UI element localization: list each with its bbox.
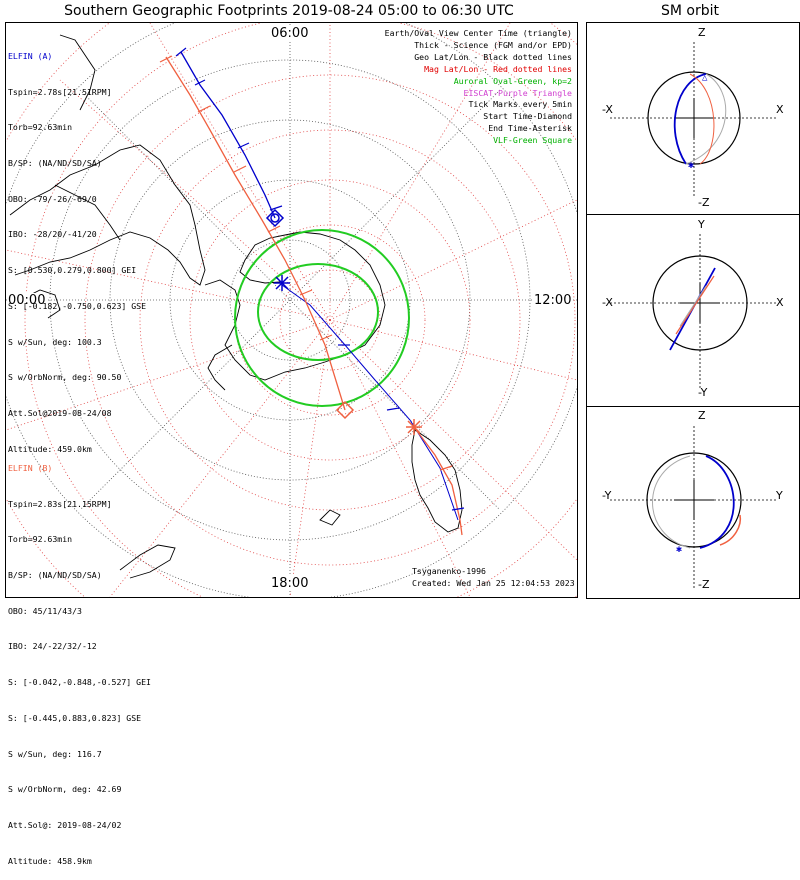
legend-entry: EISCAT-Purple Triangle <box>463 87 572 98</box>
elfin-b-info: ELFIN (B) Tspin=2.83s[21.15RPM] Torb=92.… <box>8 439 151 880</box>
elfin-a-line: IBO: -28/20/-41/20 <box>8 229 97 240</box>
axis-label-bottom: -Y <box>698 386 708 399</box>
elfin-b-header: ELFIN (B) <box>8 462 53 473</box>
elfin-a-line: OBO: -79/-26/-69/0 <box>8 193 97 204</box>
elfin-b-end-asterisk <box>406 419 422 435</box>
elfin-b-track <box>165 56 463 536</box>
elfin-b-start-diamond <box>335 400 355 420</box>
legend-entry: End Time-Asterisk <box>488 123 572 134</box>
elfin-a-track <box>180 51 459 521</box>
elfin-a-line: S w/OrbNorm, deg: 90.50 <box>8 372 122 383</box>
svg-text:✱: ✱ <box>676 544 682 555</box>
orbit-title: SM orbit <box>660 3 719 19</box>
geo-grid <box>6 23 577 597</box>
legend-entry: Auroral Oval-Green, kp=2 <box>453 75 572 86</box>
elfin-a-line: B/SP: (NA/ND/SD/SA) <box>8 157 102 168</box>
clock-label-top: 06:00 <box>270 26 310 41</box>
legend-entry: Mag Lat/Lon - Red dotted lines <box>424 63 572 74</box>
orbit-plot-xy <box>610 234 778 390</box>
legend-entry: Geo Lat/Lon - Black dotted lines <box>414 51 572 62</box>
elfin-a-start-diamond <box>265 208 285 228</box>
elfin-a-line: S: [0.530,0.279,0.800] GEI <box>8 265 137 276</box>
axis-label-top: Z <box>698 26 706 39</box>
axis-label-bottom: -Z <box>698 196 710 209</box>
map-title: Southern Geographic Footprints 2019-08-2… <box>64 3 514 19</box>
elfin-b-line: Att.Sol@: 2019-08-24/02 <box>8 820 122 830</box>
auroral-oval <box>234 229 410 407</box>
elfin-b-line: S: [-0.445,0.883,0.823] GSE <box>8 712 142 723</box>
elfin-b-ticks <box>159 55 453 471</box>
axis-label-right: Y <box>776 489 783 502</box>
clock-label-bottom: 18:00 <box>270 576 310 591</box>
elfin-b-line: S w/OrbNorm, deg: 42.69 <box>8 784 122 795</box>
axis-label-left: -X <box>602 296 613 309</box>
elfin-a-info: ELFIN (A) Tspin=2.78s[21.51RPM] Torb=92.… <box>8 27 146 468</box>
elfin-b-line: OBO: 45/11/43/3 <box>8 605 82 616</box>
legend: Earth/Oval View Center Time (triangle) Th… <box>385 28 572 147</box>
elfin-b-line: S w/Sun, deg: 116.7 <box>8 748 102 759</box>
clock-label-left: 00:00 <box>7 293 47 308</box>
legend-entry: Tick Marks every 5min <box>468 99 572 110</box>
clock-label-right: 12:00 <box>533 293 573 308</box>
axis-label-left: -Y <box>602 489 612 502</box>
axis-label-top: Y <box>698 218 705 231</box>
model-credit: Tsyganenko-1996 <box>412 566 486 576</box>
axis-label-left: -X <box>602 103 613 116</box>
elfin-b-line: Tspin=2.83s[21.15RPM] <box>8 498 112 509</box>
elfin-a-line: Tspin=2.78s[21.51RPM] <box>8 86 112 97</box>
orbit-plot-yz: ✱ <box>610 426 778 590</box>
axis-label-right: X <box>776 103 784 116</box>
legend-entry: Start Time-Diamond <box>483 111 572 122</box>
legend-entry: VLF-Green Square <box>493 135 572 146</box>
coastlines <box>9 34 463 579</box>
axis-label-bottom: -Z <box>698 578 710 591</box>
elfin-a-line: Att.Sol@2019-08-24/08 <box>8 408 112 418</box>
elfin-a-line: S: [-0.182,-0.750,0.623] GSE <box>8 300 147 311</box>
elfin-a-line: S w/Sun, deg: 100.3 <box>8 336 102 347</box>
legend-entry: Earth/Oval View Center Time (triangle) <box>384 28 572 38</box>
elfin-a-line: Altitude: 459.0km <box>8 443 92 454</box>
elfin-b-line: Torb=92.63min <box>8 534 73 545</box>
elfin-a-ticks <box>175 47 465 511</box>
elfin-b-line: B/SP: (NA/ND/SD/SA) <box>8 569 102 580</box>
elfin-b-line: Altitude: 458.9km <box>8 855 92 866</box>
axis-label-top: Z <box>698 409 706 422</box>
legend-entry: Thick - Science (FGM and/or EPD) <box>414 39 572 50</box>
elfin-a-header: ELFIN (A) <box>8 50 53 61</box>
created-timestamp: Created: Wed Jan 25 12:04:53 2023 <box>412 578 575 588</box>
axis-label-right: X <box>776 296 784 309</box>
orbit-plot-xz: ✱ △ <box>610 42 778 198</box>
svg-text:△: △ <box>702 73 708 83</box>
elfin-a-line: Torb=92.63min <box>8 122 73 133</box>
svg-text:✱: ✱ <box>688 160 694 171</box>
elfin-a-end-asterisk <box>274 275 290 291</box>
elfin-b-line: IBO: 24/-22/32/-12 <box>8 641 97 652</box>
map-graphics: ✱ △ ✱ <box>6 23 778 597</box>
map-frame <box>5 22 578 598</box>
elfin-b-line: S: [-0.042,-0.848,-0.527] GEI <box>8 677 151 688</box>
